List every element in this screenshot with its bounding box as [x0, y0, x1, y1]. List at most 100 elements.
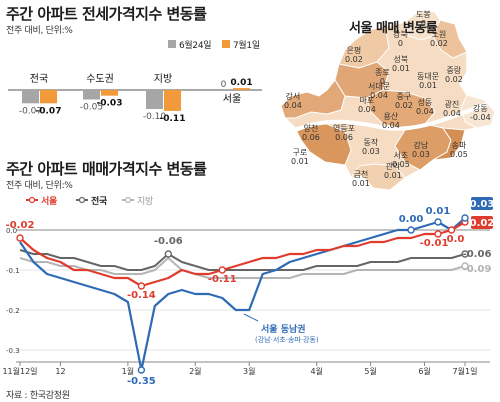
district-name: 성북	[393, 55, 409, 64]
district-value: 0.03	[362, 147, 380, 156]
point-value-label: 0.0	[447, 234, 465, 245]
map-district-label: 성북 0.01	[392, 55, 410, 73]
map-district-label: 광진 0.04	[443, 100, 461, 118]
top-chart-title: 주간 아파트 전세가격지수 변동률	[6, 5, 207, 23]
district-name: 강서	[285, 92, 301, 101]
x-tick-label: 6월	[418, 366, 430, 376]
data-point	[461, 214, 469, 222]
map-district-label: 용산 0.04	[382, 112, 400, 130]
district-name: 중구	[396, 92, 412, 101]
data-point	[137, 282, 146, 290]
bar-category-label: 수도권	[86, 73, 114, 85]
source-note: 자료 : 한국감정원	[6, 391, 70, 401]
district-value: 0.01	[392, 64, 410, 73]
district-name: 광진	[444, 100, 460, 109]
bar-1-2	[164, 90, 181, 111]
point-value-label: -0.06	[154, 236, 183, 247]
district-value: 0.01	[352, 179, 370, 188]
x-tick-label: 3월	[243, 366, 255, 376]
point-value-label: -0.35	[127, 376, 156, 385]
bar-value-label: -0.07	[19, 106, 42, 116]
bar-1-3	[233, 88, 250, 90]
district-value: 0.02	[445, 75, 463, 84]
map-district-label: 금천 0.01	[352, 170, 370, 188]
y-tick-label: -0.1	[6, 267, 20, 275]
line-series-지방	[19, 257, 466, 279]
district-name: 동작	[363, 138, 379, 147]
district-name: 강북	[393, 30, 408, 39]
map-district-label: 송파 0.05	[450, 141, 468, 159]
map-region-nowon	[432, 19, 468, 59]
district-value: 0.02	[430, 39, 448, 48]
line-series-전국	[19, 249, 466, 271]
district-value: 0.04	[416, 107, 434, 116]
point-value-label: -0.09	[463, 264, 492, 275]
map-district-label: 노원 0.02	[430, 30, 448, 48]
district-name: 서대문	[368, 82, 391, 91]
legend-label-seoul: 서울	[41, 197, 57, 207]
bottom-chart-subtitle: 전주 대비, 단위:%	[6, 181, 73, 191]
data-point	[461, 250, 469, 258]
x-tick-label: 2월	[189, 366, 201, 376]
district-value: 0.01	[419, 81, 437, 90]
district-value: 0.06	[335, 133, 353, 142]
data-point	[16, 234, 24, 242]
data-point	[461, 262, 469, 270]
district-value: 0	[397, 39, 403, 48]
district-name: 도봉	[416, 10, 431, 19]
bar-value-label: -0.05	[80, 103, 103, 113]
district-name: 용산	[383, 112, 399, 121]
bar-value-label: -0.07	[36, 106, 62, 116]
district-value: 0.04	[443, 109, 461, 118]
data-point	[137, 366, 146, 374]
district-name: 서초	[393, 151, 409, 160]
legend-label-national: 전국	[91, 197, 107, 207]
data-point	[447, 226, 456, 234]
x-tick-label: 5월	[364, 366, 376, 376]
data-point	[218, 266, 226, 274]
end-value-label: 0.03	[470, 199, 495, 210]
map-district-label: 서대문 0.04	[368, 82, 390, 100]
data-point	[434, 218, 442, 226]
district-name: 종로	[375, 68, 390, 77]
bar-value-label: 0.01	[230, 78, 252, 88]
top-chart-subtitle: 전주 대비, 단위:%	[6, 26, 73, 36]
district-name: 중랑	[446, 66, 462, 75]
bar-1-0	[40, 90, 57, 104]
data-point	[434, 230, 442, 238]
district-value: 0.05	[392, 160, 410, 169]
legend-dot-seoul	[28, 196, 36, 204]
point-value-label: -0.06	[463, 249, 492, 260]
district-value: 0.04	[382, 121, 400, 130]
map-district-label: 양천 0.06	[302, 124, 320, 142]
point-value-label: 0.01	[426, 206, 451, 217]
map-district-label: 성동 0.04	[416, 98, 434, 116]
district-value: 0.04	[358, 105, 376, 114]
data-point	[407, 226, 415, 234]
map-district-label: 강동 -0.04	[470, 104, 491, 122]
bar-value-label: -0.10	[143, 112, 167, 122]
line-series-서울 동남권	[19, 217, 466, 372]
map-region-songpa	[432, 127, 466, 161]
map-district-label: 강남 0.03	[412, 141, 430, 159]
map-district-label: 강북 0	[393, 30, 408, 48]
data-point	[164, 250, 173, 258]
legend-label-july1: 7월1일	[233, 41, 260, 51]
district-name: 마포	[359, 96, 375, 105]
map-district-label: 마포 0.04	[358, 96, 376, 114]
map-district-label: 종로 0	[375, 68, 390, 86]
district-value: 0.02	[395, 101, 413, 110]
x-tick-label: 11월12일	[2, 366, 37, 376]
legend-swatch-july1	[222, 40, 230, 48]
district-value: 0.06	[302, 133, 320, 142]
district-name: 관악	[385, 162, 401, 171]
map-district-label: 서초 0.05	[392, 151, 410, 169]
bar-0-1	[83, 90, 100, 100]
district-value: 0.05	[450, 150, 468, 159]
map-region-center	[366, 89, 436, 131]
bar-1-1	[101, 90, 118, 96]
district-value: 0	[379, 77, 385, 86]
district-name: 강동	[472, 104, 488, 113]
seoul-district-map	[280, 9, 496, 191]
map-district-label: 영등포 0.06	[333, 124, 355, 142]
